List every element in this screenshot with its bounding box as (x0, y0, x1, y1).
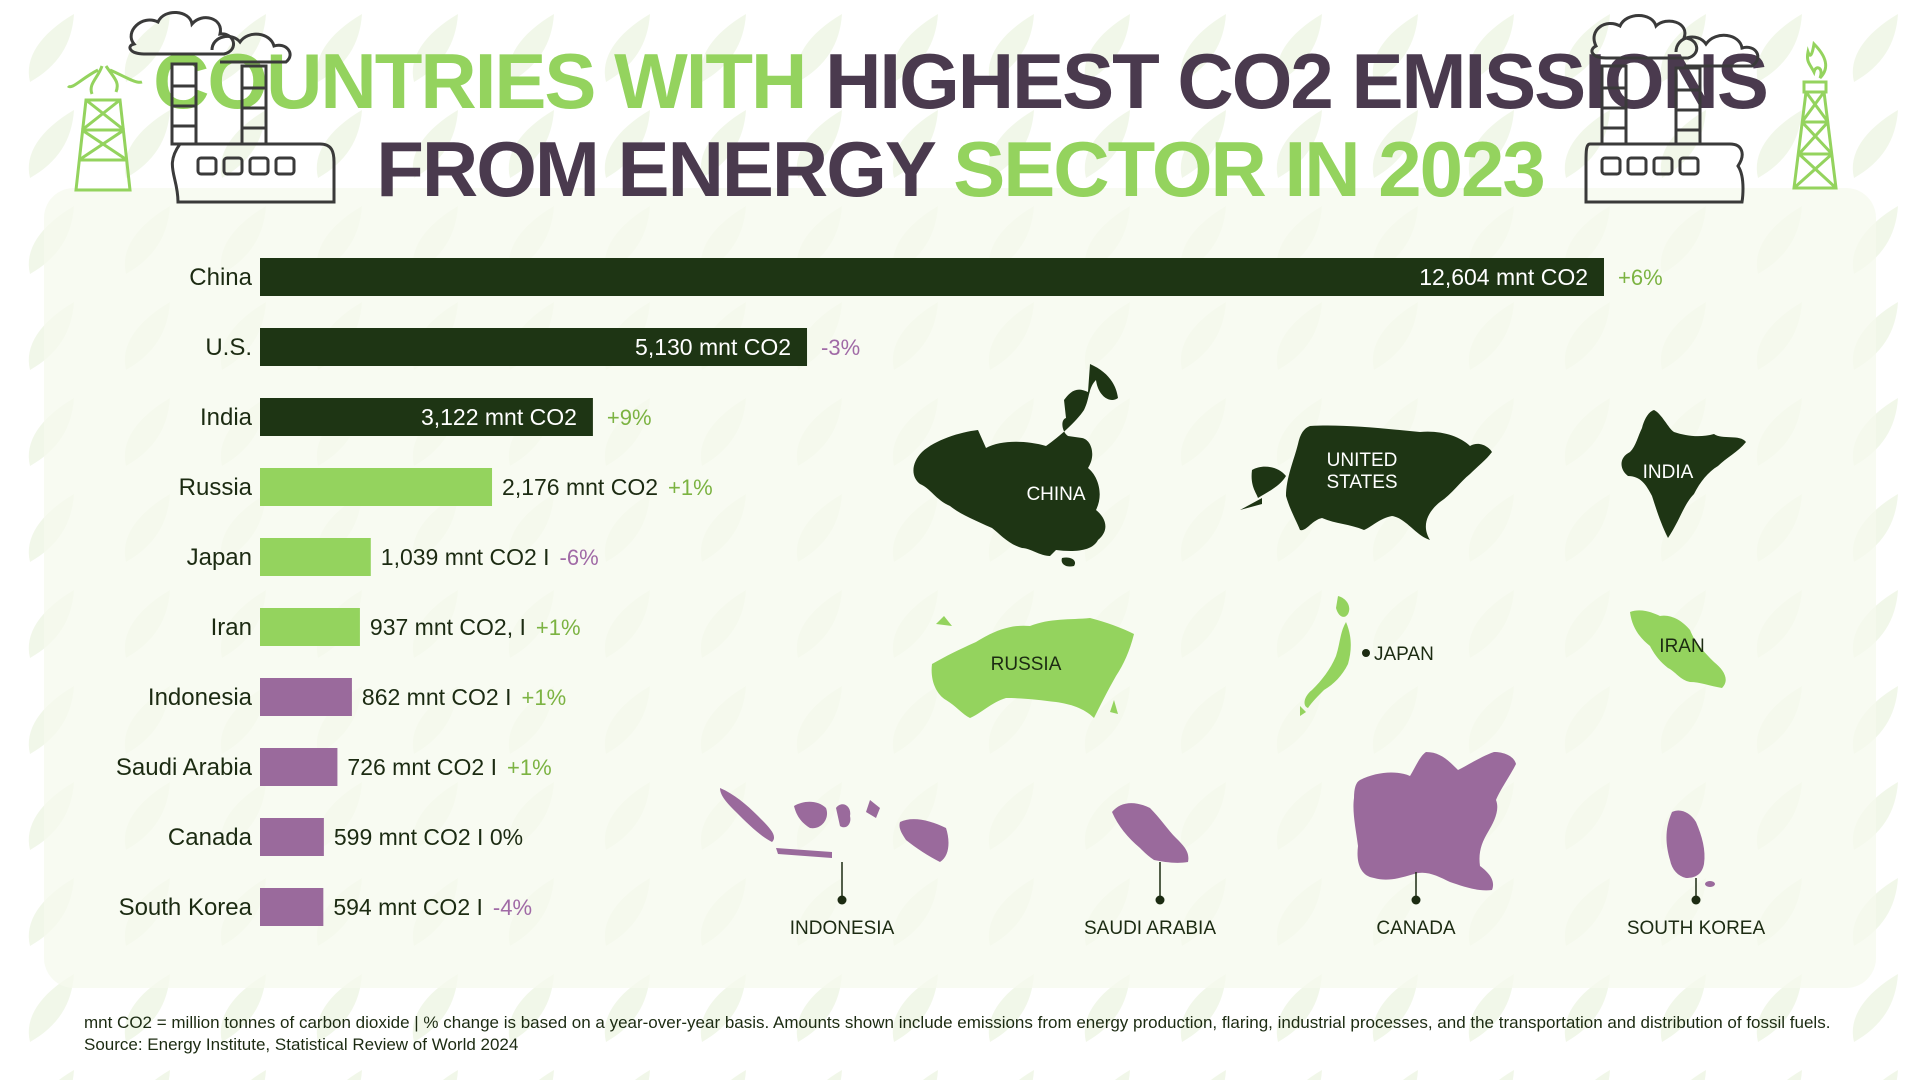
bar-canada (260, 818, 324, 856)
title-line-1: COUNTRIES WITH HIGHEST CO2 EMISSIONS (0, 36, 1920, 126)
map-saudi-arabia-pin-dot (1155, 895, 1165, 905)
bar-south-korea (260, 888, 324, 926)
category-label-iran: Iran (211, 614, 252, 641)
value-label-india: 3,122 mnt CO2 (421, 404, 577, 430)
map-indonesia-pin-dot (837, 895, 847, 905)
change-label-u-s: -3% (821, 335, 860, 360)
bars-layer: China 12,604 mnt CO2 +6% U.S. 5,130 mnt CO2 -… (116, 258, 1663, 926)
map-russia-shape (931, 616, 1134, 718)
map-label-russia: RUSSIA (991, 654, 1062, 675)
value-label-south-korea: 594 mnt CO2 I (333, 894, 483, 920)
value-label-japan: 1,039 mnt CO2 I (381, 544, 550, 570)
map-label-iran: IRAN (1659, 636, 1704, 657)
category-label-canada: Canada (168, 824, 253, 851)
map-south-korea-shape (1666, 810, 1705, 878)
map-canada-pin-dot (1411, 895, 1421, 905)
title-dark-part-2: FROM ENERGY (376, 125, 935, 213)
map-saudi-arabia-shape (1112, 803, 1189, 863)
bar-japan (260, 538, 371, 576)
map-label-canada: CANADA (1376, 918, 1456, 939)
category-label-u-s: U.S. (205, 334, 252, 361)
bar-russia (260, 468, 493, 506)
bar-china (260, 258, 1604, 296)
map-canada-shape (1353, 752, 1516, 891)
map-label-south-korea: SOUTH KOREA (1627, 918, 1766, 939)
bar-indonesia (260, 678, 352, 716)
value-label-canada: 599 mnt CO2 I 0% (334, 824, 523, 850)
title-dark-part-1: HIGHEST CO2 EMISSIONS (825, 37, 1769, 125)
change-label-india: +9% (607, 405, 652, 430)
value-label-saudi-arabia: 726 mnt CO2 I (347, 754, 497, 780)
map-label-saudi-arabia: SAUDI ARABIA (1084, 918, 1216, 939)
map-south-korea-pin-dot (1691, 895, 1701, 905)
change-label-indonesia: +1% (521, 685, 566, 710)
value-label-iran: 937 mnt CO2, I (370, 614, 526, 640)
map-japan-shape (1300, 596, 1351, 716)
change-label-south-korea: -4% (493, 895, 532, 920)
change-label-japan: -6% (560, 545, 599, 570)
title-line-2: FROM ENERGY SECTOR IN 2023 (0, 124, 1920, 214)
map-iran-shape (1630, 610, 1726, 688)
value-label-u-s: 5,130 mnt CO2 (635, 334, 791, 360)
category-label-saudi-arabia: Saudi Arabia (116, 754, 253, 781)
map-label-japan: JAPAN (1374, 644, 1434, 665)
category-label-china: China (189, 264, 252, 291)
map-united-states-shape (1240, 425, 1492, 540)
chart-panel (44, 188, 1876, 988)
map-india-shape (1621, 410, 1746, 538)
change-label-china: +6% (1618, 265, 1663, 290)
oil-rig-left-icon (66, 65, 143, 192)
bar-u-s (260, 328, 808, 366)
value-label-china: 12,604 mnt CO2 (1419, 264, 1588, 290)
category-label-russia: Russia (179, 474, 253, 501)
map-south-korea-jeju (1705, 881, 1715, 887)
map-label-united-states: UNITED (1327, 450, 1398, 471)
title-green-part-2: SECTOR IN 2023 (953, 125, 1545, 213)
bar-india (260, 398, 593, 436)
gas-flare-tower-right-icon (1792, 40, 1838, 190)
factory-right-icon (1584, 14, 1760, 204)
value-label-indonesia: 862 mnt CO2 I (362, 684, 512, 710)
map-china-shape (913, 364, 1118, 567)
change-label-russia: +1% (668, 475, 713, 500)
change-label-saudi-arabia: +1% (507, 755, 552, 780)
factory-left-icon (128, 11, 336, 204)
category-label-indonesia: Indonesia (148, 684, 253, 711)
map-label-united-states-2: STATES (1326, 472, 1397, 493)
map-label-indonesia: INDONESIA (790, 918, 895, 939)
footnote: mnt CO2 = million tonnes of carbon dioxi… (84, 1013, 1831, 1054)
map-japan-marker (1362, 649, 1370, 657)
category-label-india: India (200, 404, 253, 431)
bar-saudi-arabia (260, 748, 338, 786)
maps-layer: CHINA UNITED STATES INDIA RUSSIA JAPAN I… (720, 364, 1765, 939)
change-label-iran: +1% (536, 615, 581, 640)
map-indonesia-shape (720, 788, 949, 862)
title-green-part-1: COUNTRIES WITH (153, 37, 807, 125)
map-label-india: INDIA (1643, 462, 1694, 483)
bar-iran (260, 608, 360, 646)
category-label-south-korea: South Korea (119, 894, 253, 921)
map-label-china: CHINA (1026, 484, 1085, 505)
value-label-russia: 2,176 mnt CO2 (502, 474, 658, 500)
category-label-japan: Japan (187, 544, 252, 571)
